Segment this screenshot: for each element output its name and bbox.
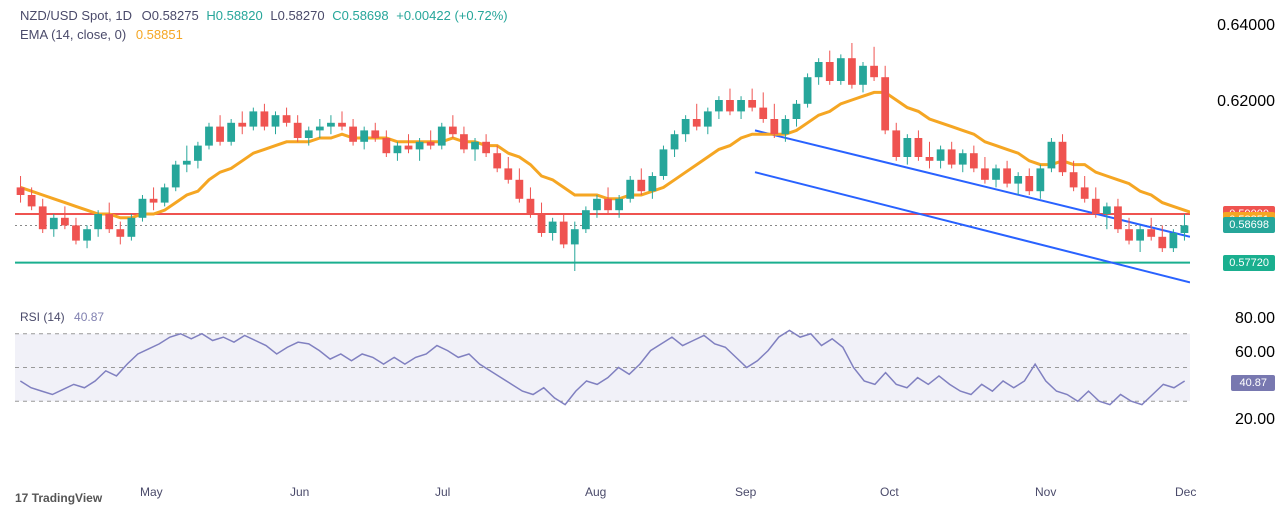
x-tick-label: Oct [880,485,899,499]
x-tick-label: Jun [290,485,309,499]
x-tick-label: Jul [435,485,450,499]
price-tag: 0.57720 [1223,255,1275,271]
tradingview-logo: 17 TradingView [15,491,102,505]
x-tick-label: Dec [1175,485,1196,499]
x-tick-label: Nov [1035,485,1056,499]
rsi-y-tick: 60.00 [1235,344,1275,362]
x-tick-label: Aug [585,485,606,499]
y-tick-label: 0.62000 [1217,93,1275,111]
price-chart[interactable] [15,5,1190,290]
x-tick-label: May [140,485,163,499]
y-tick-label: 0.64000 [1217,17,1275,35]
rsi-y-tick: 20.00 [1235,411,1275,429]
rsi-y-tick: 80.00 [1235,310,1275,328]
rsi-current-tag: 40.87 [1231,375,1275,391]
x-tick-label: Sep [735,485,756,499]
rsi-chart[interactable] [15,300,1190,435]
price-tag: 0.58698 [1223,217,1275,233]
chart-container: NZD/USD Spot, 1D O0.58275 H0.58820 L0.58… [0,0,1280,515]
